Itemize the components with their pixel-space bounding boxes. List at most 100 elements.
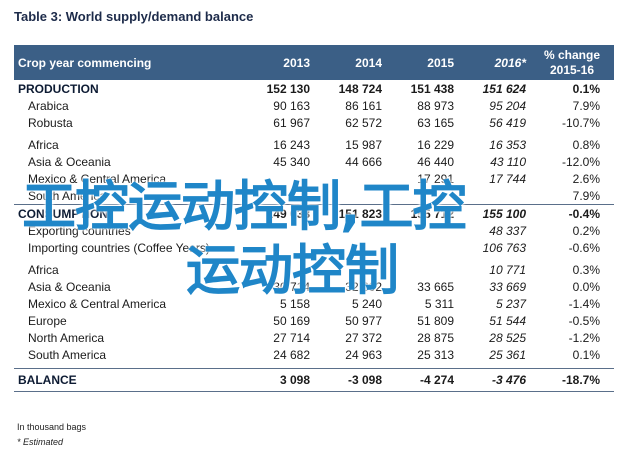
table-row: Robusta 61 967 62 572 63 165 56 419 -10.7% [14,114,614,131]
table-row: Importing countries (Coffee Years) 106 76… [14,239,614,256]
value-cell: 56 419 [489,115,526,130]
table-row: Asia & Oceania 45 340 44 666 46 440 43 110 -1… [14,153,614,170]
value-cell: 151 624 [482,81,526,96]
value-cell: 27 372 [345,330,382,345]
pct-change-cell: 7.9% [572,188,600,203]
value-cell: 5 237 [495,296,526,311]
pct-change-cell: -1.2% [568,330,600,345]
pct-change-cell: 0.1% [572,347,600,362]
table-row: Asia & Oceania 30 714 32 602 33 665 33 669 0.… [14,278,614,295]
pct-change-cell: 0.1% [572,81,600,96]
value-cell: 32 602 [345,279,382,294]
row-label: CONSUMPTION [14,204,242,222]
value-cell: 151 823 [314,204,386,222]
value-cell: 24 963 [345,347,382,362]
row-label: South America [28,188,107,203]
table-row: Mexico & Central America 5 158 5 240 5 311 5… [14,295,614,312]
value-cell: 63 165 [417,115,454,130]
pct-change-cell: -18.7% [530,368,614,392]
pct-change-label: % change [543,47,600,62]
estimated-footnote: * Estimated [17,437,64,447]
pct-change-cell: -0.5% [568,313,600,328]
pct-change-cell: -10.7% [561,115,600,130]
pct-change-cell: -1.4% [568,296,600,311]
pct-change-cell: -0.4% [530,204,614,222]
value-cell: 148 724 [338,81,382,96]
table-row: PRODUCTION 152 130 148 724 151 438 151 624 0.… [14,80,614,97]
value-cell: 3 098 [242,368,314,392]
value-cell: 10 771 [489,262,526,277]
value-cell: 106 763 [482,240,526,255]
value-cell: 17 291 [417,171,454,186]
value-cell: -4 274 [386,368,458,392]
value-cell: 16 353 [489,137,526,152]
table-row: South America 7.9% [14,187,614,205]
table-row: South America 24 682 24 963 25 313 25 361 0.1… [14,346,614,363]
value-cell: -3 098 [314,368,386,392]
table-row: Mexico & Central America 17 291 17 744 2.6% [14,170,614,187]
row-label: Asia & Oceania [28,154,111,169]
value-cell: 30 714 [273,279,310,294]
table-header-row: Crop year commencing 2013 2014 2015 2016… [14,45,614,80]
value-cell: 16 229 [417,137,454,152]
row-label: South America [28,347,107,362]
row-label: BALANCE [14,368,242,392]
value-cell: 155 100 [458,204,530,222]
column-header-year: 2013 [283,55,310,70]
column-header-year: 2015 [427,55,454,70]
value-cell: 50 169 [273,313,310,328]
value-cell: 17 744 [489,171,526,186]
value-cell: 62 572 [345,115,382,130]
value-cell: 48 337 [489,223,526,238]
pct-change-cell: 0.8% [572,137,600,152]
pct-change-cell: 0.2% [572,223,600,238]
row-label: Mexico & Central America [28,171,167,186]
table-row: Africa 10 771 0.3% [14,261,614,278]
table-row: North America 27 714 27 372 28 875 28 525 -1.… [14,329,614,346]
row-label: PRODUCTION [18,81,99,96]
pct-change-cell: 2.6% [572,171,600,186]
column-header-pct-change: % change 2015-16 [530,45,614,80]
row-label: Robusta [28,115,73,130]
value-cell: 61 967 [273,115,310,130]
table-row: Exporting countries 48 337 0.2% [14,222,614,239]
value-cell: 95 204 [489,98,526,113]
row-label: Europe [28,313,67,328]
value-cell: 16 243 [273,137,310,152]
pct-change-cell: 0.0% [572,279,600,294]
table-row: CONSUMPTION 149 033 151 823 155 712 155 100-… [14,204,614,222]
value-cell: 25 313 [417,347,454,362]
row-label: Importing countries (Coffee Years) [28,240,210,255]
value-cell: 5 311 [424,296,454,311]
value-cell: 90 163 [273,98,310,113]
value-cell: 43 110 [490,154,526,169]
pct-change-cell: -12.0% [561,154,600,169]
value-cell: 27 714 [273,330,310,345]
value-cell: 51 544 [489,313,526,328]
pct-change-period: 2015-16 [549,62,595,77]
watermark-line-2: 运动控制 [186,239,399,302]
column-header-year: 2014 [355,55,382,70]
value-cell: 45 340 [273,154,310,169]
row-label: Mexico & Central America [28,296,167,311]
value-cell: 46 440 [417,154,454,169]
table-row: Africa 16 243 15 987 16 229 16 353 0.8% [14,136,614,153]
value-cell: 25 361 [489,347,526,362]
table-title: Table 3: World supply/demand balance [14,9,254,24]
value-cell: 88 973 [417,98,454,113]
watermark-line-1: 工控运动控制,工控 [22,175,467,238]
value-cell: 5 240 [351,296,382,311]
value-cell: 28 875 [417,330,454,345]
value-cell: 86 161 [345,98,382,113]
table-row: Arabica 90 163 86 161 88 973 95 204 7.9% [14,97,614,114]
pct-change-cell: -0.6% [568,240,600,255]
value-cell: 33 669 [489,279,526,294]
value-cell: 152 130 [266,81,310,96]
column-header-year-estimated: 2016* [494,55,526,70]
value-cell: 151 438 [410,81,454,96]
value-cell: 28 525 [489,330,526,345]
column-header-crop-year: Crop year commencing [18,55,152,70]
table-row: Europe 50 169 50 977 51 809 51 544 -0.5% [14,312,614,329]
value-cell: 24 682 [273,347,310,362]
row-label: Africa [28,262,59,277]
